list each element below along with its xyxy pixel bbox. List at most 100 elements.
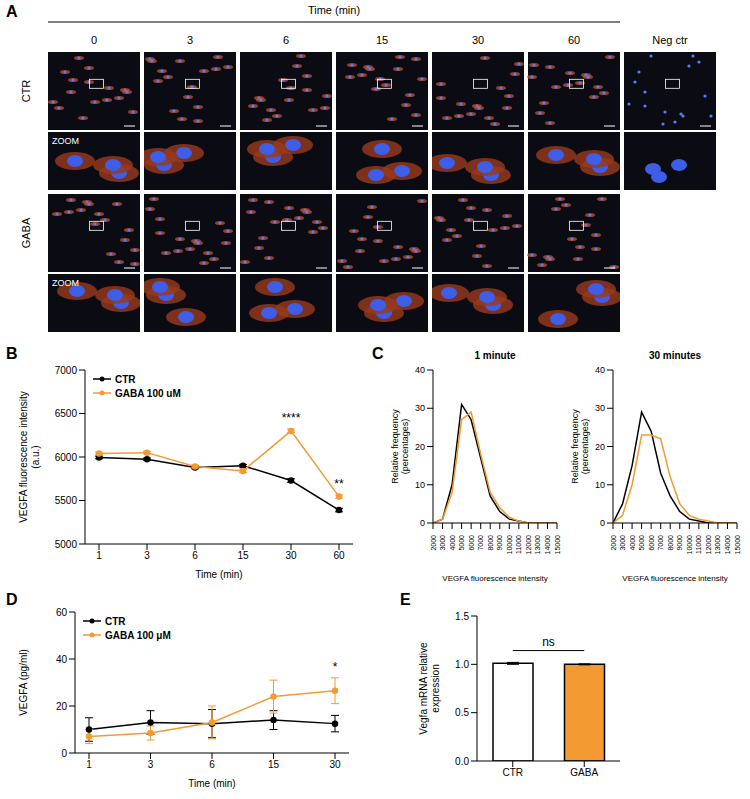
svg-text:Vegfa mRNA relativeexpression: Vegfa mRNA relativeexpression	[418, 642, 441, 735]
svg-text:6000: 6000	[648, 535, 655, 551]
svg-text:VEGFA fluorescence intensity: VEGFA fluorescence intensity	[622, 574, 727, 583]
html-text:C: C	[372, 345, 384, 362]
svg-text:ns: ns	[542, 635, 555, 649]
html-text:GABA 100 uM: GABA 100 uM	[115, 387, 181, 399]
svg-text:5500: 5500	[55, 495, 78, 506]
svg-text:4000: 4000	[629, 535, 636, 551]
svg-text:20: 20	[595, 442, 605, 452]
svg-text:60: 60	[568, 34, 580, 46]
svg-text:3: 3	[187, 34, 193, 46]
svg-text:0: 0	[91, 34, 97, 46]
svg-text:1: 1	[96, 550, 102, 561]
html-text:D: D	[6, 591, 18, 608]
svg-text:5000: 5000	[638, 535, 645, 551]
svg-text:30: 30	[472, 34, 484, 46]
svg-text:30: 30	[595, 403, 605, 413]
svg-text:****: ****	[282, 411, 301, 425]
svg-text:Time (min): Time (min)	[308, 4, 360, 16]
svg-text:14000: 14000	[544, 535, 551, 555]
svg-text:15: 15	[268, 759, 280, 770]
svg-text:30: 30	[415, 403, 425, 413]
svg-text:30: 30	[285, 550, 297, 561]
svg-text:40: 40	[56, 654, 68, 665]
svg-text:0.0: 0.0	[455, 756, 469, 767]
svg-text:1: 1	[86, 759, 92, 770]
svg-text:9000: 9000	[676, 535, 683, 551]
svg-text:*: *	[333, 660, 338, 674]
svg-text:15: 15	[376, 34, 388, 46]
svg-text:7000: 7000	[657, 535, 664, 551]
svg-text:3: 3	[144, 550, 150, 561]
svg-text:3000: 3000	[439, 535, 446, 551]
svg-text:10: 10	[595, 480, 605, 490]
svg-text:0.5: 0.5	[455, 707, 469, 718]
svg-text:ZOOM: ZOOM	[52, 136, 79, 146]
svg-text:1.5: 1.5	[455, 611, 469, 622]
svg-text:8000: 8000	[667, 535, 674, 551]
svg-text:8000: 8000	[487, 535, 494, 551]
html-text:1 minute: 1 minute	[474, 350, 516, 361]
svg-text:14000: 14000	[724, 535, 731, 555]
svg-text:10: 10	[415, 480, 425, 490]
svg-text:2000: 2000	[610, 535, 617, 551]
svg-text:20: 20	[56, 701, 68, 712]
svg-text:0: 0	[61, 748, 67, 759]
svg-text:11000: 11000	[515, 535, 522, 554]
svg-text:15000: 15000	[734, 535, 741, 555]
svg-text:0: 0	[600, 518, 605, 528]
svg-text:0: 0	[420, 518, 425, 528]
svg-text:6: 6	[192, 550, 198, 561]
svg-text:**: **	[334, 477, 344, 491]
svg-text:60: 60	[56, 607, 68, 618]
svg-text:VEGFA (pg/ml): VEGFA (pg/ml)	[18, 649, 29, 716]
svg-text:3000: 3000	[619, 535, 626, 551]
svg-text:4000: 4000	[449, 535, 456, 551]
svg-text:15000: 15000	[554, 535, 561, 555]
html-text:CTR: CTR	[115, 373, 136, 385]
html-text:GABA 100 μM: GABA 100 μM	[105, 629, 171, 641]
svg-text:Neg ctr: Neg ctr	[652, 34, 688, 46]
svg-text:13000: 13000	[534, 535, 541, 555]
svg-text:15: 15	[237, 550, 249, 561]
svg-text:ZOOM: ZOOM	[52, 278, 79, 288]
html-text:B: B	[6, 345, 18, 362]
svg-text:Time (min): Time (min)	[188, 778, 235, 789]
svg-text:13000: 13000	[714, 535, 721, 555]
svg-text:7000: 7000	[477, 535, 484, 551]
svg-text:6: 6	[209, 759, 215, 770]
html-text:E: E	[400, 591, 411, 608]
svg-text:5000: 5000	[55, 539, 78, 550]
svg-text:20: 20	[415, 442, 425, 452]
svg-text:3: 3	[148, 759, 154, 770]
svg-text:12000: 12000	[525, 535, 532, 555]
svg-text:9000: 9000	[496, 535, 503, 551]
svg-text:Time (min): Time (min)	[195, 569, 242, 580]
svg-text:2000: 2000	[430, 535, 437, 551]
svg-text:6500: 6500	[55, 408, 78, 419]
svg-text:12000: 12000	[705, 535, 712, 555]
svg-text:Relative frequency(percentages: Relative frequency(percentages)	[570, 409, 590, 484]
svg-text:Relative frequency(percentages: Relative frequency(percentages)	[390, 409, 410, 484]
svg-text:10000: 10000	[686, 535, 693, 555]
svg-text:30: 30	[329, 759, 341, 770]
html-text:CTR: CTR	[105, 615, 126, 627]
html-text:30 minutes: 30 minutes	[648, 350, 702, 361]
svg-text:5000: 5000	[458, 535, 465, 551]
svg-text:6000: 6000	[55, 452, 78, 463]
html-text:A: A	[6, 3, 18, 20]
svg-text:VEGFA fluorescence intensity(a: VEGFA fluorescence intensity(a.u.)	[18, 391, 41, 523]
svg-text:11000: 11000	[695, 535, 702, 554]
svg-text:CTR: CTR	[20, 80, 32, 103]
svg-text:40: 40	[415, 365, 425, 375]
svg-text:7000: 7000	[55, 365, 78, 376]
svg-text:VEGFA fluorescence intensity: VEGFA fluorescence intensity	[442, 574, 547, 583]
svg-text:GABA: GABA	[20, 217, 32, 248]
svg-text:60: 60	[333, 550, 345, 561]
svg-text:6000: 6000	[468, 535, 475, 551]
svg-text:GABA: GABA	[570, 767, 598, 778]
svg-text:6: 6	[283, 34, 289, 46]
svg-text:1.0: 1.0	[455, 659, 469, 670]
svg-text:CTR: CTR	[502, 767, 523, 778]
svg-text:10000: 10000	[506, 535, 513, 555]
svg-text:40: 40	[595, 365, 605, 375]
